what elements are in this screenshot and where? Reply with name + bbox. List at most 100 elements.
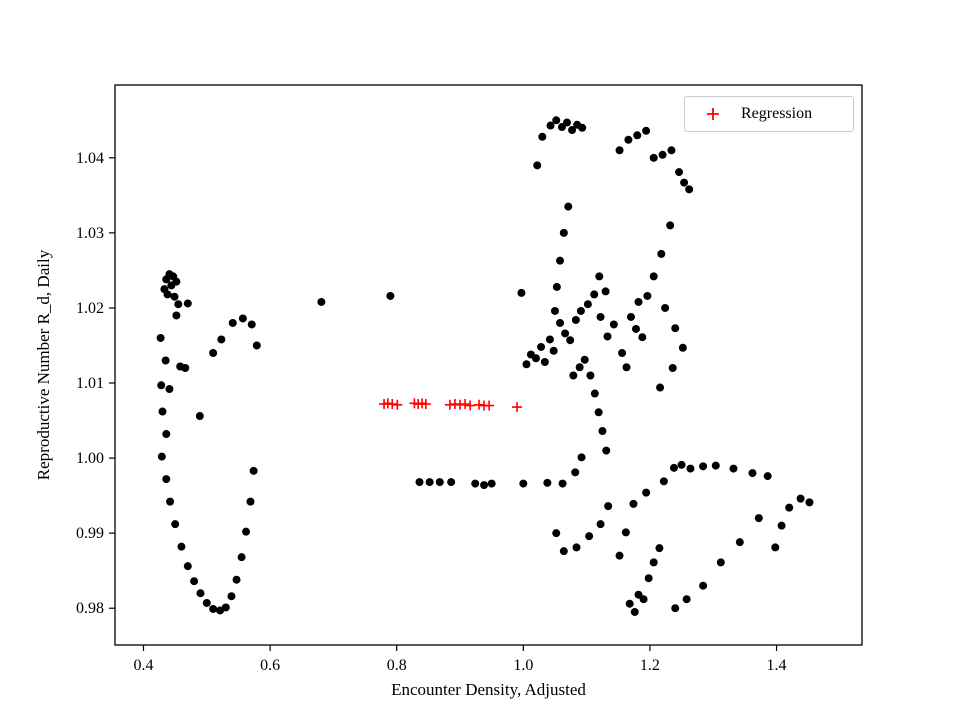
plot-border [114, 84, 863, 646]
data-point [537, 342, 546, 351]
data-point [580, 355, 589, 364]
y-axis-label: Reproductive Number R_d, Daily [34, 249, 53, 481]
data-point [785, 503, 794, 512]
data-point [165, 385, 174, 394]
data-point [566, 336, 575, 345]
y-tick-label: 1.01 [76, 375, 104, 392]
data-point [543, 478, 552, 487]
data-point [562, 118, 571, 127]
data-point [682, 595, 691, 604]
data-point [538, 132, 547, 141]
data-point [549, 346, 558, 355]
data-point [556, 318, 565, 327]
data-point [415, 478, 424, 487]
data-point [209, 348, 218, 357]
plus-icon [707, 108, 719, 120]
data-point [596, 312, 605, 321]
data-point [561, 329, 570, 338]
data-point [252, 341, 261, 350]
data-point [569, 371, 578, 380]
data-point [546, 121, 555, 130]
data-point [634, 297, 643, 306]
data-point [796, 494, 805, 503]
data-point [771, 543, 780, 552]
data-point [643, 291, 652, 300]
data-point [156, 333, 165, 342]
data-point [644, 574, 653, 583]
data-point [642, 126, 651, 135]
data-point [576, 306, 585, 315]
data-point [649, 558, 658, 567]
data-point [247, 320, 256, 329]
y-tick-label: 1.04 [76, 150, 104, 167]
data-point [618, 348, 627, 357]
data-point [642, 488, 651, 497]
data-point [564, 202, 573, 211]
data-point [729, 464, 738, 473]
regression-point [484, 400, 495, 411]
data-point [699, 581, 708, 590]
data-point [609, 320, 618, 329]
data-point [559, 547, 568, 556]
data-point [716, 558, 725, 567]
data-point [167, 281, 176, 290]
data-point [177, 542, 186, 551]
data-point [217, 335, 226, 344]
data-point [196, 589, 205, 598]
data-point [238, 314, 247, 323]
data-point [157, 452, 166, 461]
data-point [435, 478, 444, 487]
data-point [558, 479, 567, 488]
data-point [659, 477, 668, 486]
data-point [568, 126, 577, 135]
data-point [624, 135, 633, 144]
data-point [559, 228, 568, 237]
data-point [626, 312, 635, 321]
data-point [158, 407, 167, 416]
data-point [577, 453, 586, 462]
data-point [519, 479, 528, 488]
data-point [598, 427, 607, 436]
y-tick-label: 1.03 [76, 225, 104, 242]
data-point [166, 497, 175, 506]
data-point [578, 123, 587, 132]
data-point [386, 291, 395, 300]
data-point [161, 356, 170, 365]
data-point [622, 363, 631, 372]
data-point [163, 290, 172, 299]
data-point [202, 598, 211, 607]
data-point [590, 389, 599, 398]
data-point [595, 272, 604, 281]
data-point [237, 553, 246, 562]
data-point [680, 178, 689, 187]
data-point [638, 333, 647, 342]
data-point [232, 575, 241, 584]
y-tick-label: 1.00 [76, 450, 104, 467]
data-point [632, 324, 641, 333]
data-point [172, 311, 181, 320]
data-point [685, 185, 694, 194]
data-point [181, 364, 190, 373]
data-point [227, 592, 236, 601]
data-point [246, 497, 255, 506]
data-point [763, 472, 772, 481]
data-point [805, 498, 814, 507]
data-point [171, 520, 180, 529]
data-point [678, 343, 687, 352]
y-tick-label: 1.02 [76, 300, 104, 317]
regression-point [511, 402, 522, 413]
data-point [575, 363, 584, 372]
data-point [249, 466, 258, 475]
data-point [540, 357, 549, 366]
data-point [711, 461, 720, 470]
data-point [630, 607, 639, 616]
data-point [556, 256, 565, 265]
data-point [594, 408, 603, 417]
data-point [545, 335, 554, 344]
data-point [658, 150, 667, 159]
data-point [735, 538, 744, 547]
data-point [667, 146, 676, 155]
data-point [221, 603, 230, 612]
